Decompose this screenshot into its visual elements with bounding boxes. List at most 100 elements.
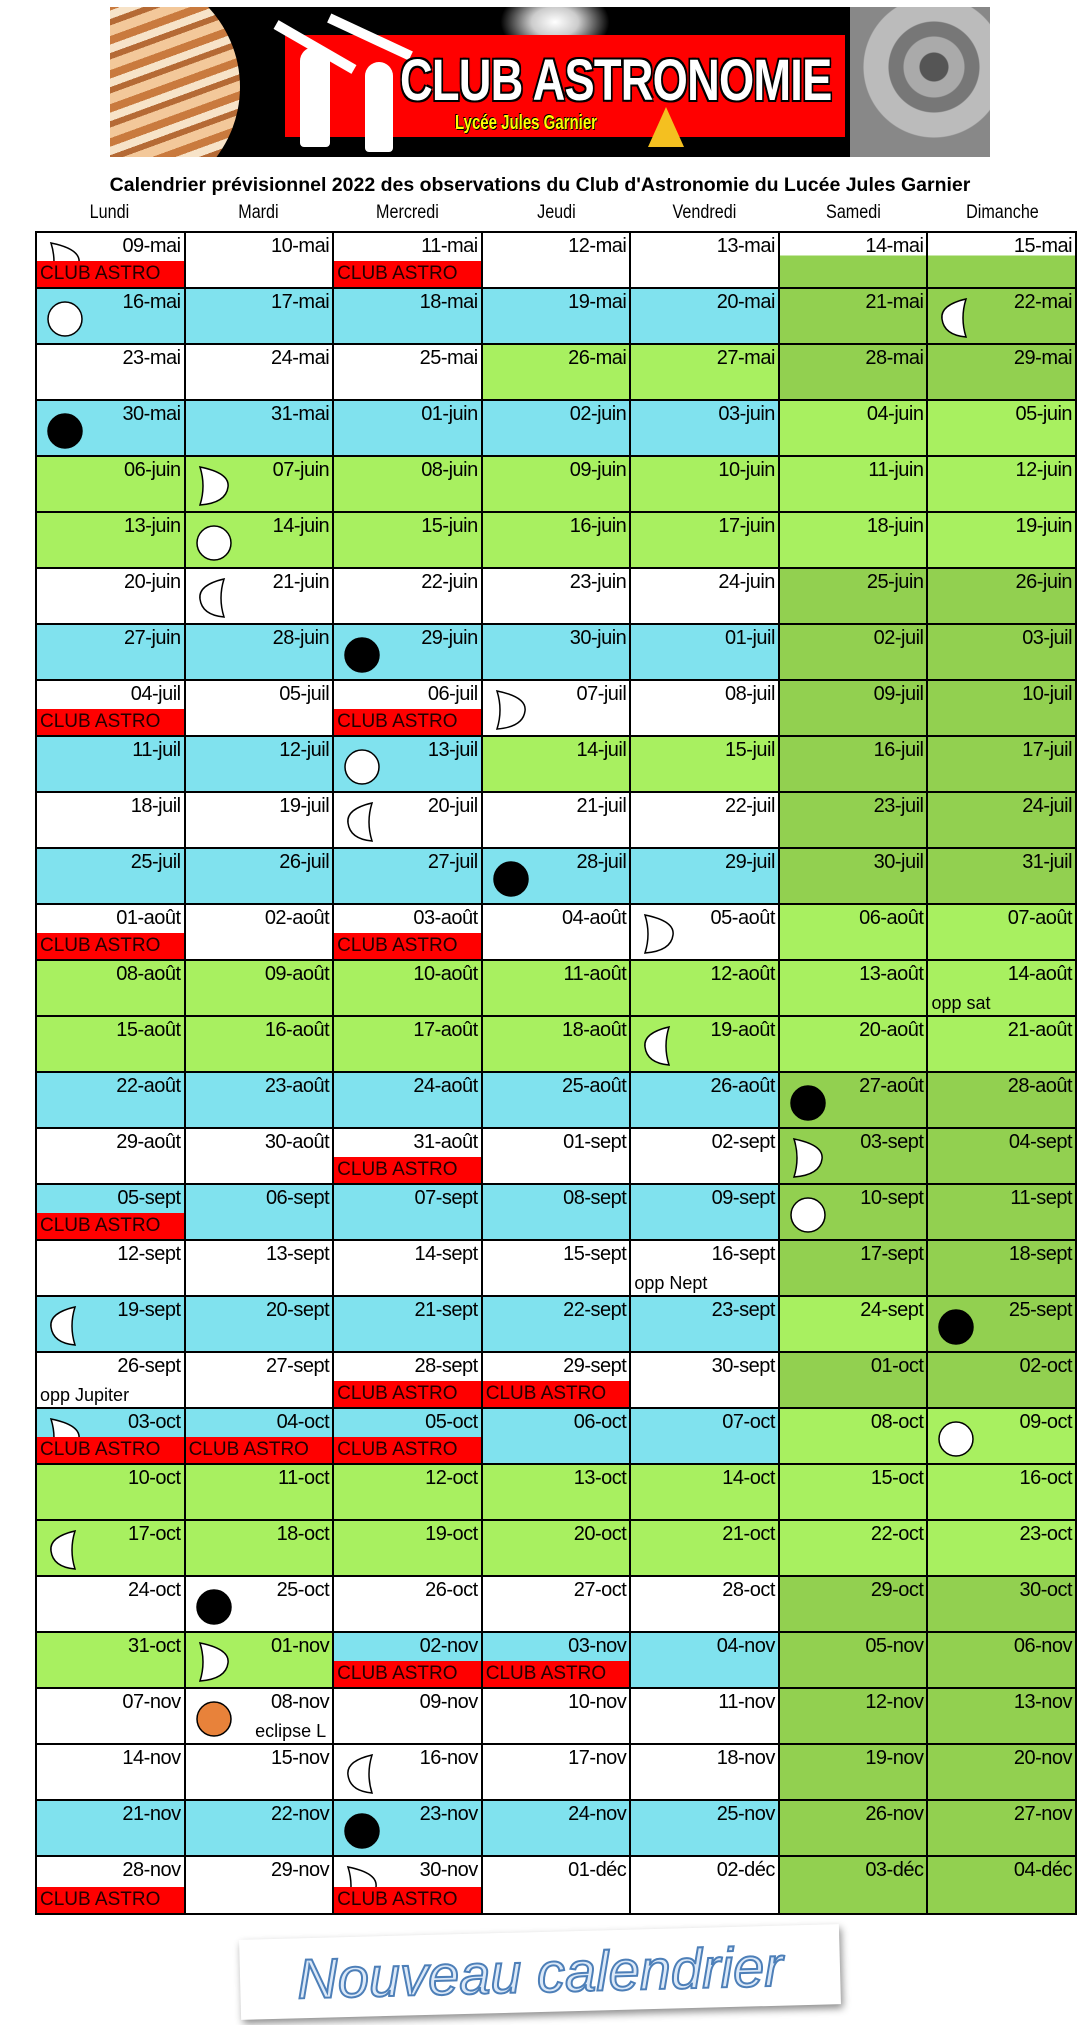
day-cell: 27-mai — [631, 345, 780, 399]
day-date: 02-août — [264, 907, 330, 929]
week-row: 11-juil 12-juil 13-juil 14-juil 15-juil 16-ju… — [37, 737, 1076, 793]
day-date: 21-juil — [576, 795, 627, 817]
day-cell: 30-août — [185, 1129, 335, 1183]
day-cell: 13-juil — [334, 737, 483, 791]
club-astro-session: CLUB ASTRO — [334, 1437, 481, 1463]
full-moon-icon — [938, 1421, 975, 1457]
day-date: 30-sept — [711, 1355, 776, 1377]
day-date: 05-août — [710, 907, 776, 929]
day-cell: 05-oct CLUB ASTRO — [334, 1409, 483, 1463]
week-row: 18-juil 19-juil 20-juil 21-juil 22-juil 23-ju… — [37, 793, 1076, 849]
club-astro-session: CLUB ASTRO — [334, 933, 481, 959]
full-moon-icon — [47, 301, 83, 337]
day-cell: 12-mai — [482, 233, 632, 287]
day-cell: 01-juil — [631, 625, 780, 679]
day-date: 20-juil — [427, 795, 478, 817]
day-cell: 06-juin — [37, 457, 186, 511]
day-cell: 01-oct — [779, 1353, 929, 1407]
day-cell: 03-oct CLUB ASTRO — [37, 1409, 186, 1463]
club-astro-session: CLUB ASTRO — [334, 1381, 481, 1407]
day-cell: 13-juin — [37, 513, 186, 567]
day-cell: 04-nov — [631, 1633, 780, 1687]
day-date: 18-août — [561, 1019, 627, 1041]
week-row: 24-oct 25-oct 26-oct 27-oct 28-oct 29-oct 30-o… — [37, 1577, 1076, 1633]
day-cell: 19-sept — [37, 1297, 186, 1351]
day-date: 29-mai — [1013, 347, 1073, 369]
week-row: 22-août 23-août 24-août 25-août 26-août 27-ao… — [37, 1073, 1076, 1129]
day-date: 19-juil — [279, 795, 330, 817]
day-cell: 17-juil — [928, 737, 1076, 791]
day-cell: 08-juil — [631, 681, 780, 735]
day-date: 11-août — [563, 963, 627, 985]
day-date: 03-juin — [718, 403, 775, 425]
day-date: 12-oct — [425, 1467, 478, 1489]
day-cell: 19-oct — [334, 1521, 483, 1575]
day-cell: 25-sept — [928, 1297, 1076, 1351]
day-date: 17-nov — [568, 1747, 627, 1769]
day-cell: 09-nov — [334, 1689, 483, 1743]
day-date: 23-juin — [569, 571, 627, 593]
jupiter-image — [110, 7, 240, 157]
day-cell: 08-juin — [334, 457, 483, 511]
day-date: 04-nov — [716, 1635, 776, 1657]
day-cell: 14-oct — [631, 1465, 780, 1519]
day-cell: 04-déc — [928, 1857, 1076, 1913]
day-cell: 07-nov — [37, 1689, 186, 1743]
day-date: 12-août — [710, 963, 776, 985]
day-cell: 15-oct — [779, 1465, 929, 1519]
new-moon-icon — [344, 1813, 380, 1849]
day-cell: 10-sept — [779, 1185, 929, 1239]
day-cell: 29-juil — [631, 849, 780, 903]
day-date: 23-mai — [122, 347, 181, 369]
club-astro-session: CLUB ASTRO — [482, 1661, 630, 1687]
day-date: 05-sept — [117, 1187, 181, 1209]
day-cell: 04-juin — [779, 401, 929, 455]
day-date: 12-nov — [865, 1691, 924, 1713]
day-cell: 04-oct CLUB ASTRO — [185, 1409, 335, 1463]
day-cell: 14-sept — [334, 1241, 483, 1295]
club-astro-session: CLUB ASTRO — [37, 1437, 184, 1463]
day-date: 16-nov — [419, 1747, 479, 1769]
day-cell: 30-juin — [482, 625, 632, 679]
day-cell: 02-déc — [631, 1857, 780, 1913]
club-astro-session: CLUB ASTRO — [334, 261, 481, 287]
day-cell: 10-août — [334, 961, 483, 1015]
day-cell: 14-juil — [482, 737, 632, 791]
day-cell: 29-mai — [928, 345, 1076, 399]
day-cell: 27-juin — [37, 625, 186, 679]
new-calendar-stamp: Nouveau calendrier — [239, 1924, 841, 2020]
day-cell: 18-nov — [631, 1745, 780, 1799]
day-cell: 07-sept — [334, 1185, 483, 1239]
day-date: 26-sept — [117, 1355, 181, 1377]
day-cell: 05-sept CLUB ASTRO — [37, 1185, 186, 1239]
day-date: 19-août — [710, 1019, 776, 1041]
day-date: 13-août — [859, 963, 924, 985]
day-cell: 06-juil CLUB ASTRO — [334, 681, 483, 735]
day-date: 19-nov — [865, 1747, 924, 1769]
day-cell: 21-juil — [482, 793, 632, 847]
day-date: 09-août — [264, 963, 330, 985]
day-cell: 16-nov — [334, 1745, 483, 1799]
day-date: 02-juin — [569, 403, 627, 425]
day-cell: 27-oct — [482, 1577, 632, 1631]
day-date: 16-juil — [873, 739, 924, 761]
club-astro-session: CLUB ASTRO — [185, 1437, 333, 1463]
day-cell: 25-juil — [37, 849, 186, 903]
day-date: 11-sept — [1010, 1187, 1073, 1209]
last-quarter-moon-icon — [198, 577, 225, 618]
day-cell: 13-mai — [631, 233, 780, 287]
day-date: 07-juil — [576, 683, 627, 705]
day-cell: 23-sept — [631, 1297, 780, 1351]
day-date: 29-août — [116, 1131, 181, 1153]
day-date: 19-sept — [117, 1299, 181, 1321]
full-moon-icon — [195, 525, 232, 561]
day-date: 15-juil — [725, 739, 775, 761]
day-cell: 19-nov — [779, 1745, 929, 1799]
first-quarter-moon-icon — [198, 466, 229, 506]
day-cell: 11-oct — [185, 1465, 335, 1519]
day-date: 18-nov — [716, 1747, 776, 1769]
week-row: 26-sept opp Jupiter 27-sept 28-sept CLUB AST… — [37, 1353, 1076, 1409]
day-date: 08-juil — [725, 683, 775, 705]
moon-surface-image — [850, 7, 990, 157]
day-date: 20-mai — [716, 291, 776, 313]
